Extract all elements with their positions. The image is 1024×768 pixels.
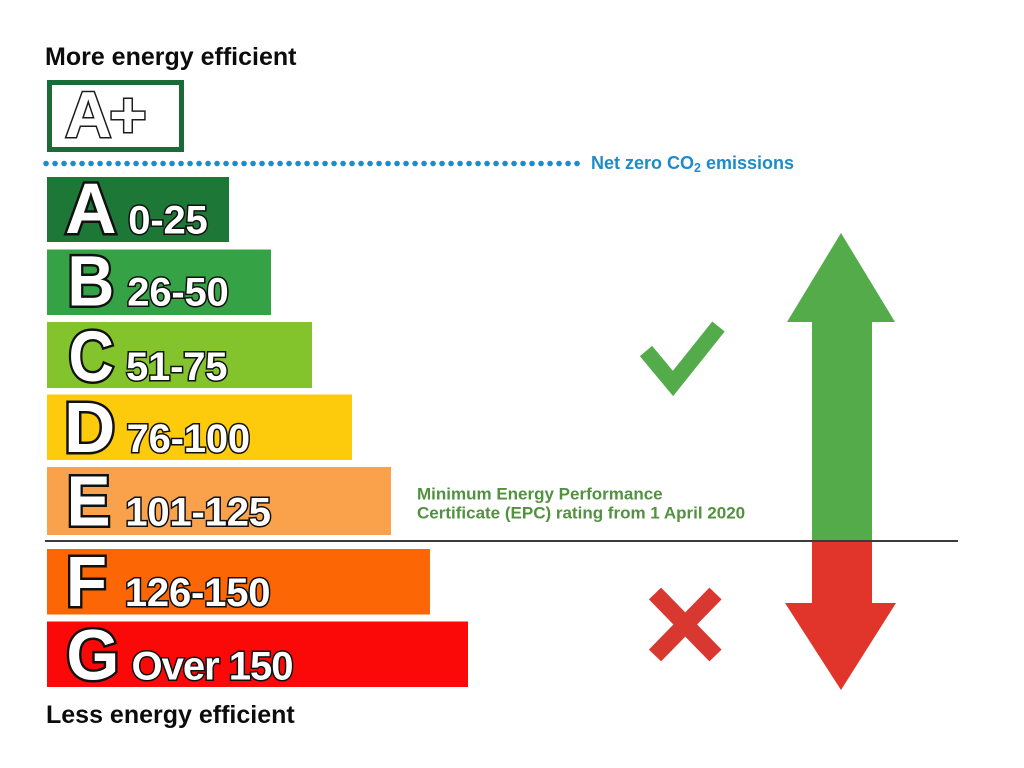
svg-text:101-125: 101-125: [125, 491, 270, 535]
svg-text:76-100: 76-100: [127, 417, 250, 461]
svg-text:Certificate (EPC) rating from: Certificate (EPC) rating from 1 April 20…: [417, 504, 745, 523]
svg-text:D: D: [64, 389, 115, 468]
svg-text:A: A: [65, 170, 116, 249]
svg-text:C: C: [69, 318, 114, 397]
svg-text:Over 150: Over 150: [132, 645, 293, 689]
svg-text:26-50: 26-50: [127, 271, 228, 315]
svg-text:E: E: [67, 463, 111, 542]
svg-text:Net zero CO2 emissions: Net zero CO2 emissions: [591, 153, 794, 175]
svg-text:0-25: 0-25: [128, 198, 207, 242]
svg-text:F: F: [66, 543, 107, 622]
svg-text:126-150: 126-150: [125, 571, 270, 615]
svg-text:G: G: [66, 617, 119, 696]
svg-text:More energy efficient: More energy efficient: [45, 43, 297, 71]
svg-text:Minimum Energy Performance: Minimum Energy Performance: [417, 485, 663, 504]
svg-text:A+: A+: [65, 79, 145, 151]
svg-text:51-75: 51-75: [126, 345, 227, 389]
svg-text:Less energy efficient: Less energy efficient: [46, 701, 295, 729]
svg-text:B: B: [67, 243, 114, 322]
